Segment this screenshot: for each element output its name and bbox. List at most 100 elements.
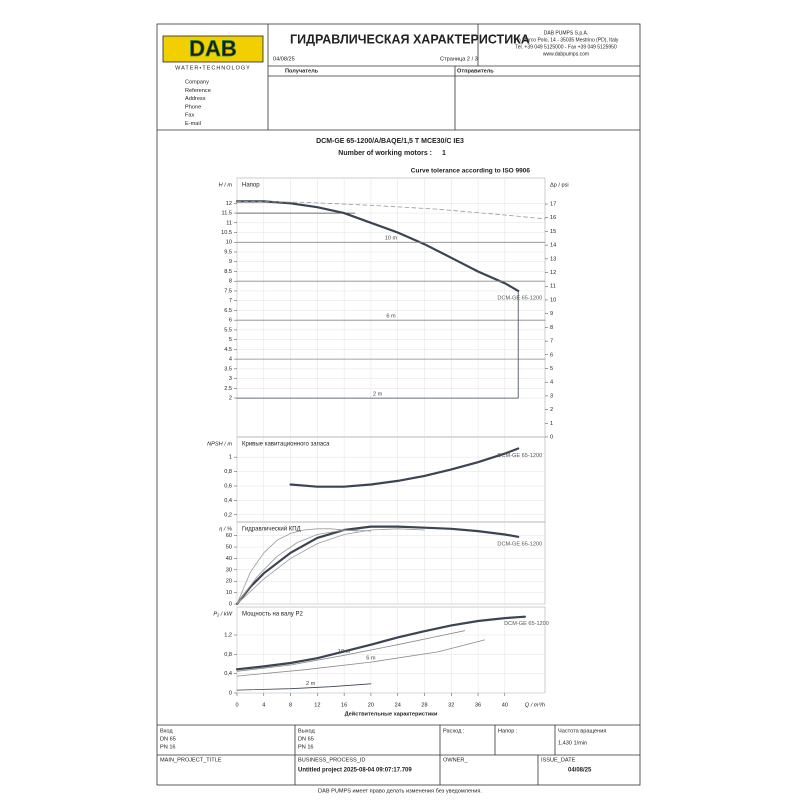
curve-label: DCM-GE 65-1200 bbox=[497, 541, 542, 547]
curve-label: 10 m bbox=[338, 649, 351, 655]
y-tick-label: 0,6 bbox=[224, 483, 232, 489]
curve-label: 2 m bbox=[373, 392, 383, 398]
y-tick-label: 0,4 bbox=[224, 671, 232, 677]
y-tick-label: 7.5 bbox=[224, 288, 232, 294]
inlet: DN 65 bbox=[160, 736, 176, 742]
curve-label: 2 m bbox=[306, 681, 316, 687]
head: Напор : bbox=[498, 728, 518, 734]
y-tick-label: 8.5 bbox=[224, 269, 232, 275]
y-tick-label: 3.5 bbox=[224, 366, 232, 372]
company-line: Tel. +39 049 5125000 - Fax +39 049 51259… bbox=[515, 44, 617, 50]
chart-title: Напор bbox=[242, 183, 260, 189]
curve-label: 6 m bbox=[386, 314, 396, 320]
y-tick-label: 0 bbox=[229, 601, 232, 607]
issue-date: 04/08/25 bbox=[568, 768, 592, 774]
frame bbox=[156, 23, 641, 786]
x-tick-label: 36 bbox=[475, 702, 481, 708]
chart-title: Кривые кавитационного запаса bbox=[242, 442, 330, 448]
field-label: Address bbox=[185, 96, 206, 102]
y-axis-label: η / % bbox=[219, 526, 232, 532]
x-tick-label: 8 bbox=[289, 702, 292, 708]
motors: 1 bbox=[442, 150, 446, 157]
curve bbox=[235, 615, 526, 671]
y-axis-label: NPSH / m bbox=[207, 441, 232, 447]
curve bbox=[235, 200, 520, 292]
curve-label: 10 m bbox=[385, 236, 398, 242]
x-tick-label: 4 bbox=[262, 702, 265, 708]
sender: Отправитель bbox=[457, 68, 494, 74]
y-tick-label: 0,8 bbox=[224, 469, 232, 475]
recipient: Получатель bbox=[285, 68, 319, 74]
x-caption: Действительные характеристики bbox=[345, 710, 438, 717]
logo-box bbox=[162, 35, 264, 63]
flow: Расход : bbox=[443, 728, 465, 734]
y-tick-label: 11.5 bbox=[222, 211, 232, 217]
company-line: www.dabpumps.com bbox=[543, 51, 589, 57]
y-tick-label: 6 bbox=[229, 318, 232, 324]
y-tick-label: 4 bbox=[229, 357, 232, 363]
disclaimer: DAB PUMPS имеет право делать изменения б… bbox=[318, 788, 482, 794]
curve bbox=[236, 529, 372, 605]
field-label: Fax bbox=[185, 113, 195, 119]
x-tick-label: 32 bbox=[448, 702, 454, 708]
y-tick-label: 1 bbox=[229, 455, 232, 461]
y-tick-label: 8 bbox=[229, 279, 232, 285]
model: DCM-GE 65-1200/A/BAQE/1,5 T MCE30/C IE3 bbox=[316, 138, 464, 145]
y2-tick-label: 3 bbox=[550, 393, 553, 399]
curve bbox=[289, 447, 520, 488]
y-tick-label: 40 bbox=[226, 556, 232, 562]
y-tick-label: 4.5 bbox=[224, 347, 232, 353]
y-tick-label: 9 bbox=[229, 259, 232, 265]
y-tick-label: 10 bbox=[226, 590, 232, 596]
field-label: Company bbox=[185, 79, 209, 85]
chart-title: Мощность на валу P2 bbox=[242, 612, 303, 618]
inlet: PN 16 bbox=[160, 744, 176, 750]
curve bbox=[236, 528, 425, 605]
y-tick-label: 60 bbox=[226, 533, 232, 539]
x-tick-label: 28 bbox=[421, 702, 427, 708]
x-tick-label: 16 bbox=[341, 702, 347, 708]
logo-tagline: WATER•TECHNOLOGY bbox=[175, 65, 251, 71]
y-tick-label: 0,8 bbox=[224, 652, 232, 658]
y-tick-label: 20 bbox=[226, 579, 232, 585]
field-label: Reference bbox=[185, 88, 211, 94]
y2-tick-label: 10 bbox=[550, 297, 556, 303]
company-line: DAB PUMPS S.p.A. bbox=[544, 30, 588, 36]
y-tick-label: 2 bbox=[229, 396, 232, 402]
curve bbox=[236, 528, 358, 605]
tolerance: Curve tolerance according to ISO 9906 bbox=[411, 168, 531, 175]
x-axis-label: Q / m³/h bbox=[525, 702, 545, 708]
owner: OWNER_ bbox=[443, 757, 468, 763]
date: 04/08/25 bbox=[273, 56, 295, 62]
x-tick-label: 24 bbox=[395, 702, 401, 708]
y2-tick-label: 17 bbox=[550, 202, 556, 208]
curve bbox=[236, 630, 466, 672]
y2-tick-label: 15 bbox=[550, 229, 556, 235]
y-tick-label: 2.5 bbox=[224, 386, 232, 392]
outlet: Выход bbox=[298, 728, 315, 734]
x-tick-label: 12 bbox=[314, 702, 320, 708]
y2-tick-label: 12 bbox=[550, 270, 556, 276]
motors-label: Number of working motors : bbox=[338, 150, 432, 157]
x-tick-label: 0 bbox=[235, 702, 238, 708]
x-tick-label: 20 bbox=[368, 702, 374, 708]
curve bbox=[236, 639, 486, 677]
y-tick-label: 10 bbox=[226, 240, 232, 246]
project-title: MAIN_PROJECT_TITLE bbox=[160, 757, 222, 763]
y2-tick-label: 1 bbox=[550, 421, 553, 427]
y2-tick-label: 9 bbox=[550, 311, 553, 317]
curve bbox=[236, 201, 546, 220]
y2-tick-label: 0 bbox=[550, 434, 553, 440]
curve-label: DCM-GE 65-1200 bbox=[497, 453, 542, 459]
y-tick-label: 10.5 bbox=[221, 230, 232, 236]
field-label: Phone bbox=[185, 104, 201, 110]
y-tick-label: 0 bbox=[229, 690, 232, 696]
y2-tick-label: 13 bbox=[550, 256, 556, 262]
y2-tick-label: 14 bbox=[550, 243, 556, 249]
outlet: PN 16 bbox=[298, 744, 314, 750]
doc-title: ГИДРАВЛИЧЕСКАЯ ХАРАКТЕРИСТИКА bbox=[290, 32, 530, 46]
curve bbox=[236, 683, 372, 691]
curve-label: DCM-GE 65-1200 bbox=[504, 621, 549, 627]
